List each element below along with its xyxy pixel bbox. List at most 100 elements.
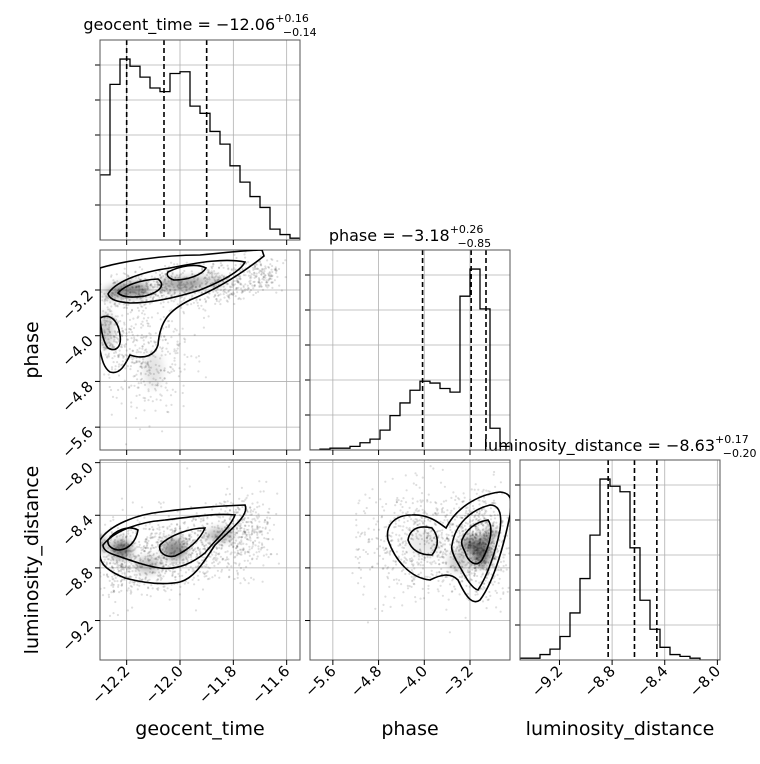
scatter-point bbox=[462, 529, 465, 532]
scatter-point bbox=[230, 501, 233, 504]
contours-luminosity-distance-vs-geocent-time bbox=[100, 504, 247, 585]
scatter-point bbox=[218, 512, 221, 515]
scatter-point bbox=[249, 282, 252, 285]
scatter-point bbox=[254, 544, 257, 547]
scatter-point bbox=[156, 281, 159, 284]
scatter-point bbox=[211, 553, 214, 556]
scatter-point bbox=[144, 307, 147, 310]
scatter-point bbox=[386, 575, 389, 578]
scatter-point bbox=[197, 578, 200, 582]
scatter-point bbox=[430, 563, 433, 566]
scatter-point bbox=[117, 365, 120, 368]
scatter-point bbox=[261, 268, 264, 271]
scatter-point bbox=[135, 573, 138, 577]
scatter-point bbox=[496, 532, 499, 535]
scatter-point bbox=[390, 539, 393, 542]
scatter-point bbox=[139, 557, 142, 560]
scatter-point bbox=[458, 506, 461, 509]
scatter-point bbox=[480, 535, 483, 538]
scatter-point bbox=[113, 580, 116, 583]
scatter-point bbox=[489, 518, 493, 521]
scatter-point bbox=[417, 519, 420, 522]
scatter-point bbox=[397, 544, 400, 547]
scatter-point bbox=[203, 547, 206, 550]
scatter-point bbox=[236, 554, 239, 557]
scatter-point bbox=[110, 530, 113, 534]
title-geocent-time: geocent_time = −12.06+0.16 −0.14 bbox=[83, 12, 316, 39]
scatter-point bbox=[450, 509, 453, 512]
scatter-point bbox=[448, 526, 451, 529]
scatter-point bbox=[474, 532, 477, 536]
scatter-point bbox=[136, 306, 139, 309]
scatter-point bbox=[239, 263, 242, 266]
scatter-point bbox=[475, 511, 478, 514]
scatter-point bbox=[161, 291, 164, 294]
scatter-point bbox=[204, 565, 208, 569]
scatter-point bbox=[423, 530, 426, 533]
scatter-point bbox=[450, 534, 453, 537]
scatter-point bbox=[468, 570, 471, 573]
scatter-point bbox=[462, 492, 465, 495]
scatter-point bbox=[435, 574, 438, 577]
scatter-point bbox=[251, 526, 254, 529]
scatter-point bbox=[148, 578, 151, 581]
scatter-point bbox=[259, 529, 262, 533]
scatter-point bbox=[222, 521, 225, 524]
scatter-point bbox=[494, 527, 498, 530]
scatter-point bbox=[266, 286, 269, 289]
scatter-point bbox=[249, 506, 252, 509]
scatter-point bbox=[500, 569, 503, 572]
scatter-point bbox=[375, 501, 378, 504]
scatter-point bbox=[416, 524, 419, 527]
scatter-point bbox=[191, 530, 194, 533]
scatter-point bbox=[449, 511, 452, 514]
scatter-point bbox=[159, 578, 162, 582]
scatter-point bbox=[238, 508, 241, 511]
scatter-point bbox=[460, 516, 463, 519]
scatter-point bbox=[154, 409, 157, 412]
scatter-point bbox=[188, 534, 191, 538]
scatter-point bbox=[214, 294, 217, 297]
scatter-point bbox=[112, 585, 115, 589]
scatter-point bbox=[183, 363, 186, 366]
scatter-point bbox=[166, 290, 169, 293]
scatter-point bbox=[129, 592, 132, 595]
scatter-point bbox=[182, 540, 185, 543]
scatter-point bbox=[112, 558, 115, 561]
scatter-point bbox=[155, 556, 158, 560]
scatter-point bbox=[215, 299, 218, 303]
scatter-point bbox=[263, 521, 266, 524]
scatter-point bbox=[165, 560, 168, 564]
scatter-point bbox=[183, 291, 186, 294]
scatter-point bbox=[272, 523, 276, 526]
scatter-point bbox=[241, 549, 244, 552]
scatter-point bbox=[394, 560, 397, 563]
scatter-point bbox=[150, 283, 153, 286]
scatter-point bbox=[235, 511, 238, 514]
scatter-point bbox=[134, 361, 137, 364]
scatter-point bbox=[173, 291, 176, 294]
scatter-point bbox=[147, 322, 150, 325]
scatter-point bbox=[122, 532, 125, 535]
scatter-point bbox=[454, 588, 457, 591]
scatter-point bbox=[365, 506, 368, 510]
scatter-point bbox=[457, 540, 461, 543]
scatter-point bbox=[173, 530, 176, 533]
scatter-point bbox=[159, 335, 163, 338]
scatter-point bbox=[228, 545, 231, 548]
scatter-point bbox=[252, 553, 255, 556]
scatter-point bbox=[148, 527, 151, 531]
scatter-point bbox=[201, 588, 205, 591]
scatter-point bbox=[235, 279, 238, 282]
scatter-point bbox=[173, 359, 176, 362]
scatter-point bbox=[395, 550, 398, 553]
scatter-point bbox=[486, 523, 489, 526]
scatter-point bbox=[255, 263, 258, 266]
scatter-point bbox=[481, 490, 484, 493]
scatter-point bbox=[259, 262, 262, 265]
scatter-point bbox=[383, 526, 386, 529]
scatter-point bbox=[461, 516, 464, 520]
scatter-point bbox=[111, 346, 114, 349]
scatter-point bbox=[111, 566, 114, 570]
scatter-point bbox=[367, 527, 370, 530]
